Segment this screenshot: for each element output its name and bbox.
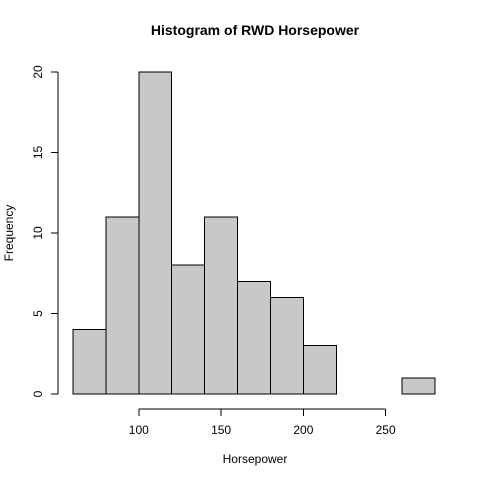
histogram-bar-0	[72, 329, 107, 395]
y-tick-label: 20	[31, 65, 45, 79]
x-tick-label: 250	[376, 423, 396, 437]
histogram-bar-2	[138, 71, 173, 395]
x-tick-label: 200	[293, 423, 313, 437]
y-axis-title: Frequency	[2, 205, 16, 262]
y-tick-label: 0	[31, 390, 45, 397]
x-axis: 100 150 200 250	[129, 408, 396, 437]
histogram-bar-6	[269, 296, 304, 395]
y-tick-label: 15	[31, 146, 45, 160]
x-tick-label: 150	[211, 423, 231, 437]
y-axis: 0 5 10 15 20	[31, 65, 59, 397]
histogram-bar-5	[237, 280, 271, 395]
y-tick-label: 10	[31, 226, 45, 240]
histogram-bar-3	[171, 264, 206, 395]
bars-group	[72, 71, 436, 395]
chart-title: Histogram of RWD Horsepower	[151, 22, 360, 38]
histogram-bar-1	[105, 216, 140, 395]
histogram-bar-4	[204, 216, 239, 395]
histogram-bar-10	[401, 377, 436, 395]
x-tick-label: 100	[129, 423, 149, 437]
histogram-bar-7	[302, 345, 337, 395]
y-tick-label: 5	[31, 310, 45, 317]
x-axis-title: Horsepower	[223, 452, 288, 466]
